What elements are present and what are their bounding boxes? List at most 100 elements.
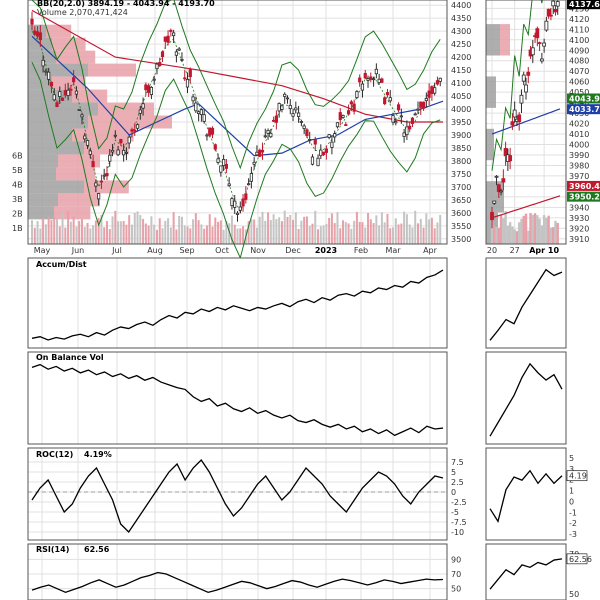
volume-profile-gray bbox=[28, 180, 84, 194]
candle-body bbox=[163, 36, 167, 42]
candle-body bbox=[349, 101, 353, 105]
main-y-tick-label: 4200 bbox=[451, 53, 471, 62]
candle-body bbox=[160, 51, 165, 58]
volume-bar bbox=[419, 218, 422, 244]
detail-ma-red bbox=[491, 195, 561, 219]
roc-frame bbox=[27, 447, 448, 541]
volume-bar bbox=[192, 219, 195, 244]
main-y-tick-label: 3500 bbox=[451, 235, 471, 244]
candle-body bbox=[283, 93, 287, 97]
volume-bar bbox=[358, 221, 361, 244]
rsi-value: 62.56 bbox=[84, 545, 110, 554]
volume-profile-gray bbox=[28, 193, 58, 207]
detail-y-tick-label: 4070 bbox=[569, 67, 589, 76]
main-x-tick-label: Apr bbox=[423, 246, 438, 255]
candle-body bbox=[99, 180, 104, 183]
detail-candle-body bbox=[521, 74, 526, 82]
ad-bg bbox=[28, 258, 447, 348]
main-plot-frame bbox=[27, 0, 448, 245]
volume-bar bbox=[100, 214, 103, 244]
badge-ma-blue-bg bbox=[567, 104, 600, 115]
candle-body bbox=[316, 157, 320, 167]
detail-volume-bar bbox=[493, 225, 496, 244]
volume-tick-label: 5B bbox=[12, 166, 23, 175]
volume-bar bbox=[108, 229, 111, 244]
volume-bar bbox=[130, 224, 133, 244]
main-y-tick-label: 4300 bbox=[451, 27, 471, 36]
roc-title: ROC(12) bbox=[36, 450, 73, 459]
candle-body bbox=[210, 127, 215, 135]
candle-body bbox=[235, 212, 240, 215]
volume-bar bbox=[336, 212, 339, 244]
volume-bar bbox=[128, 215, 131, 244]
detail-candle-body bbox=[510, 121, 515, 126]
detail-volume-bar bbox=[549, 227, 553, 244]
detail-candle-body bbox=[494, 175, 499, 178]
candle-body bbox=[108, 154, 112, 162]
volume-bar bbox=[214, 217, 217, 244]
volume-bar bbox=[75, 226, 78, 244]
volume-bar bbox=[217, 221, 220, 244]
volume-bar bbox=[311, 223, 314, 244]
detail-volume-bar bbox=[506, 225, 510, 244]
volume-bar bbox=[133, 212, 136, 244]
candle-body bbox=[258, 149, 262, 157]
candle-body bbox=[269, 132, 273, 138]
detail-volume-bar bbox=[495, 226, 498, 244]
detail-y-tick-label: 3920 bbox=[569, 224, 589, 233]
candle-body bbox=[333, 133, 337, 138]
candle-body bbox=[266, 130, 270, 134]
volume-bar bbox=[167, 218, 170, 244]
candle-body bbox=[285, 97, 290, 100]
roc-detail-tick-label: -1 bbox=[569, 508, 577, 517]
candle-body bbox=[233, 200, 237, 208]
candle-body bbox=[213, 144, 217, 150]
detail-candle-body bbox=[530, 47, 535, 56]
candle-body bbox=[302, 125, 306, 129]
detail-candle-body bbox=[517, 114, 522, 123]
main-price-panel: 3500 3550 3600 3650 3700 3750 3800 3850 3900 3950… bbox=[12, 0, 471, 260]
main-x-tick-label: May bbox=[34, 246, 51, 255]
candle-body bbox=[188, 69, 192, 78]
detail-candle-body bbox=[512, 109, 517, 118]
candle-body bbox=[177, 48, 181, 51]
volume-profile-red bbox=[56, 50, 96, 64]
candle-body bbox=[202, 114, 206, 122]
volume-profile-gray bbox=[28, 128, 72, 142]
candle-body bbox=[408, 125, 412, 130]
detail-volume-bar bbox=[540, 225, 544, 244]
detail-y-tick-label: 4090 bbox=[569, 46, 589, 55]
badge-ma-red: 3960.47 bbox=[569, 182, 600, 191]
volume-bar bbox=[47, 216, 50, 244]
volume-bar bbox=[161, 228, 164, 244]
candle-body bbox=[216, 158, 220, 163]
volume-bar bbox=[197, 220, 200, 244]
candle-body bbox=[199, 109, 203, 115]
detail-candle-body bbox=[535, 28, 540, 39]
volume-profile-red bbox=[88, 115, 172, 129]
candle-body bbox=[144, 84, 148, 91]
detail-volume-bar bbox=[497, 227, 500, 244]
detail-volume-bar bbox=[529, 212, 532, 244]
volume-bar bbox=[422, 227, 425, 244]
volume-bar bbox=[269, 220, 272, 244]
roc-detail-tick-label: -2 bbox=[569, 519, 577, 528]
candle-body bbox=[74, 90, 79, 95]
candle-body bbox=[105, 173, 109, 177]
roc-detail-tick-label: -3 bbox=[569, 530, 577, 539]
volume-bar bbox=[344, 221, 347, 244]
main-y-tick-label: 3750 bbox=[451, 170, 471, 179]
detail-volume-bar bbox=[547, 215, 550, 244]
volume-bar bbox=[261, 211, 264, 244]
candle-body bbox=[135, 124, 140, 129]
volume-bar bbox=[425, 213, 428, 244]
candle-body bbox=[369, 76, 373, 80]
volume-bar bbox=[211, 226, 214, 244]
ad-detail-bg bbox=[486, 258, 566, 348]
detail-profile-gray bbox=[486, 181, 504, 213]
candle-body bbox=[394, 121, 398, 124]
candle-body bbox=[152, 78, 156, 81]
roc-detail-tick-label: 5 bbox=[569, 454, 574, 463]
detail-y-tick-label: 4010 bbox=[569, 130, 589, 139]
detail-volume-bar bbox=[556, 222, 559, 244]
